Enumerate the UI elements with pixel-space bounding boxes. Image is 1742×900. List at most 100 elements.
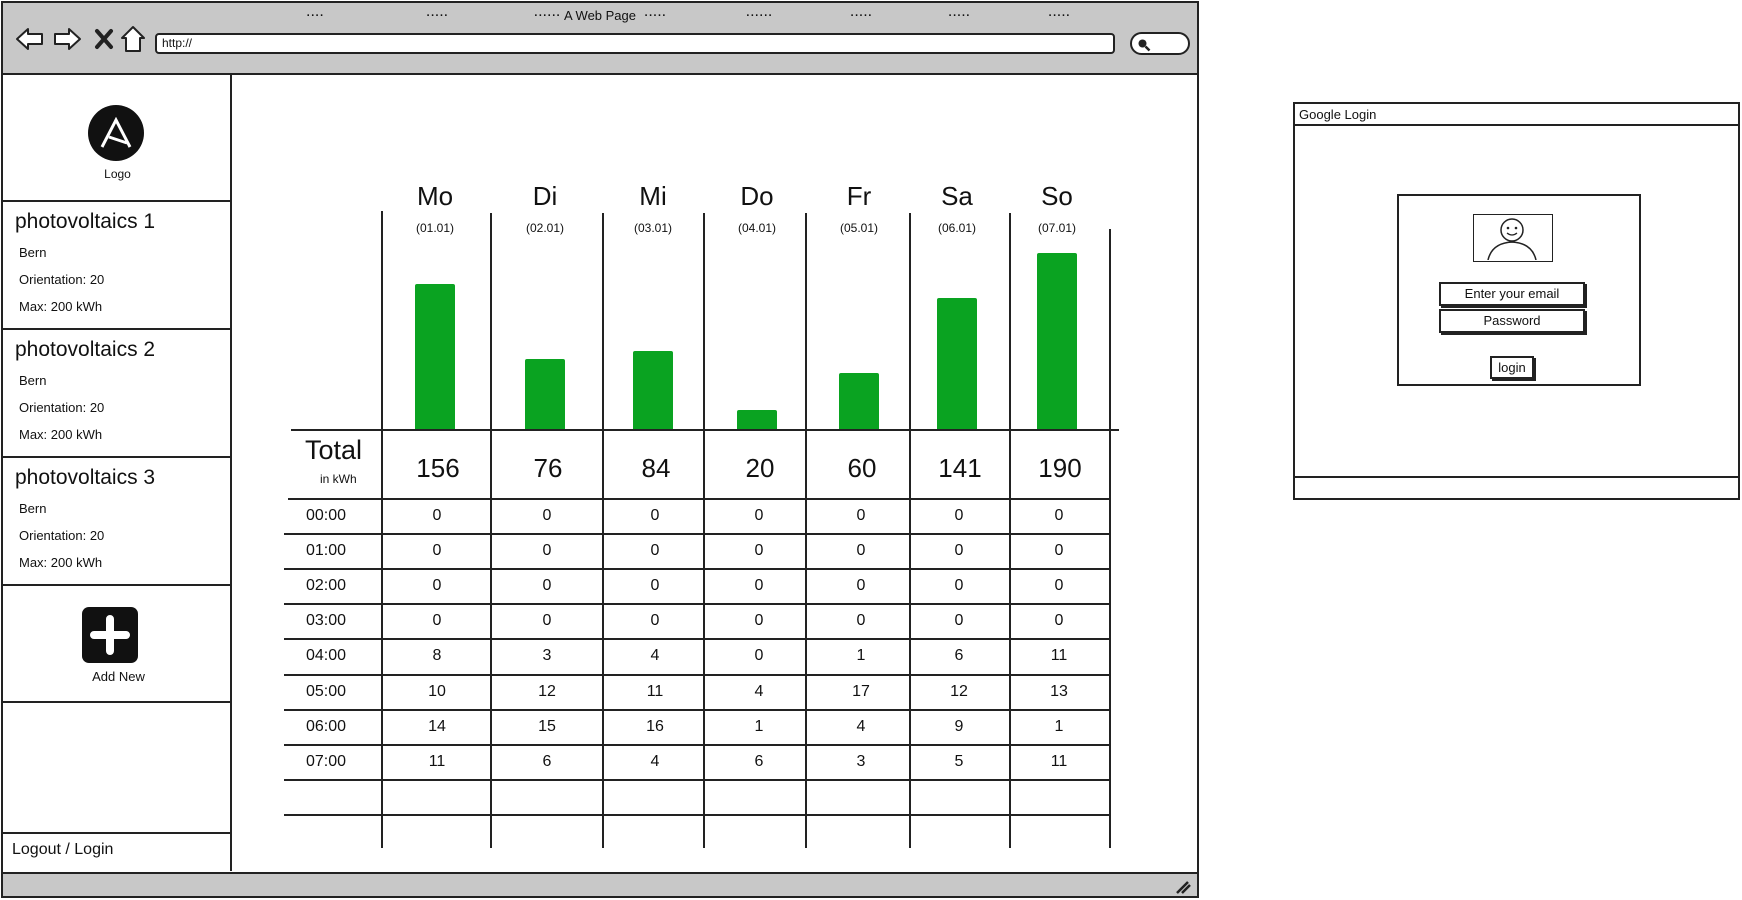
table-cell: 0 [856, 577, 866, 594]
url-bar[interactable]: http:// [155, 33, 1115, 54]
forward-arrow-icon[interactable] [52, 24, 82, 54]
password-field[interactable]: Password [1439, 309, 1585, 333]
bar-so[interactable] [1037, 253, 1077, 429]
table-cell: ..... [849, 3, 873, 20]
close-icon[interactable] [89, 24, 119, 54]
home-icon[interactable] [118, 24, 148, 54]
table-cell: 8 [432, 647, 442, 664]
table-cell: 9 [954, 718, 964, 735]
table-cell: 0 [754, 507, 764, 524]
table-cell: ..... [643, 3, 667, 20]
day-header-fr: Fr [846, 181, 872, 211]
table-cell: 11 [1050, 647, 1068, 664]
time-label: 06:00 [306, 718, 347, 735]
table-cell: 11 [1050, 753, 1068, 770]
row-divider [284, 744, 1109, 746]
table-cell: 4 [650, 647, 660, 664]
total-value: 76 [533, 453, 563, 483]
day-date: (02.01) [525, 221, 565, 235]
time-label: 02:00 [306, 577, 347, 594]
table-cell: 4 [650, 753, 660, 770]
table-cell: 0 [650, 507, 660, 524]
sidebar-item-photovoltaics-3[interactable]: photovoltaics 3 Bern Orientation: 20 Max… [3, 458, 232, 586]
table-cell: 0 [542, 612, 552, 629]
table-cell: 17 [852, 683, 870, 700]
bar-sa[interactable] [937, 298, 977, 429]
table-cell: 6 [542, 753, 552, 770]
bar-mo[interactable] [415, 284, 455, 429]
plant-location: Bern [19, 373, 47, 388]
time-label: .... [306, 3, 324, 20]
table-cell: 0 [754, 542, 764, 559]
table-cell: 0 [542, 542, 552, 559]
table-cell: 0 [1054, 507, 1064, 524]
day-date: (06.01) [937, 221, 977, 235]
day-date: (03.01) [633, 221, 673, 235]
sidebar-item-photovoltaics-1[interactable]: photovoltaics 1 Bern Orientation: 20 Max… [3, 202, 232, 330]
table-cell: 0 [954, 577, 964, 594]
table-cell: 0 [754, 577, 764, 594]
total-value: 141 [938, 453, 982, 483]
table-cell: 0 [1054, 577, 1064, 594]
row-divider [288, 498, 1109, 500]
resize-grip-icon[interactable] [1175, 880, 1191, 894]
back-arrow-icon[interactable] [15, 24, 45, 54]
plant-orientation: Orientation: 20 [19, 272, 105, 287]
time-label: 03:00 [306, 612, 347, 629]
table-cell: 4 [754, 683, 764, 700]
table-cell: 6 [954, 647, 964, 664]
bar-di[interactable] [525, 359, 565, 429]
plant-name: photovoltaics 2 [15, 338, 156, 361]
energy-chart-table: Mo (01.01) 156 Di (02.01) 76 Mi (03.01) 84 Do (04.… [3, 3, 1201, 900]
day-header-mi: Mi [639, 181, 667, 211]
day-header-mo: Mo [416, 181, 454, 211]
table-cell: 0 [650, 542, 660, 559]
logo-label: Logo [104, 167, 131, 181]
table-cell: 11 [646, 683, 664, 700]
table-cell: 0 [1054, 542, 1064, 559]
table-cell: 11 [428, 753, 446, 770]
table-cell: 0 [856, 542, 866, 559]
add-new-button[interactable]: Add New [3, 586, 232, 703]
total-value: 190 [1038, 453, 1082, 483]
login-window-footer [1295, 476, 1738, 498]
row-divider [284, 674, 1109, 676]
row-divider [284, 779, 1109, 781]
time-label: 00:00 [306, 507, 347, 524]
table-cell: 5 [954, 753, 964, 770]
login-window-title: Google Login [1295, 104, 1738, 126]
browser-search[interactable] [1130, 32, 1190, 55]
total-value: 156 [416, 453, 460, 483]
login-button[interactable]: login [1490, 356, 1534, 379]
window-title: A Web Page [563, 8, 637, 23]
login-form: Enter your email Password login [1397, 194, 1641, 386]
table-cell: 6 [754, 753, 764, 770]
table-cell: 0 [542, 577, 552, 594]
column-divider [1009, 213, 1011, 848]
table-cell: 10 [428, 683, 446, 700]
table-cell: 16 [646, 718, 664, 735]
bar-do[interactable] [737, 410, 777, 429]
table-cell: 0 [1054, 612, 1064, 629]
table-cell: 13 [1050, 683, 1068, 700]
total-value: 60 [847, 453, 877, 483]
table-cell: 0 [542, 507, 552, 524]
day-header-di: Di [532, 181, 558, 211]
table-cell: 4 [856, 718, 866, 735]
table-cell: 0 [954, 612, 964, 629]
total-value: 84 [641, 453, 671, 483]
logout-login-link[interactable]: Logout / Login [3, 832, 232, 870]
bar-mi[interactable] [633, 351, 673, 429]
row-divider [284, 568, 1109, 570]
email-field[interactable]: Enter your email [1439, 282, 1585, 306]
sidebar-item-photovoltaics-2[interactable]: photovoltaics 2 Bern Orientation: 20 Max… [3, 330, 232, 458]
table-cell: ...... [745, 3, 773, 20]
row-divider [284, 533, 1109, 535]
time-label: 04:00 [306, 647, 347, 664]
table-cell: 0 [856, 612, 866, 629]
plant-max: Max: 200 kWh [19, 299, 103, 314]
bar-fr[interactable] [839, 373, 879, 429]
day-date: (04.01) [737, 221, 777, 235]
table-cell: 0 [432, 507, 442, 524]
browser-statusbar [3, 872, 1197, 896]
